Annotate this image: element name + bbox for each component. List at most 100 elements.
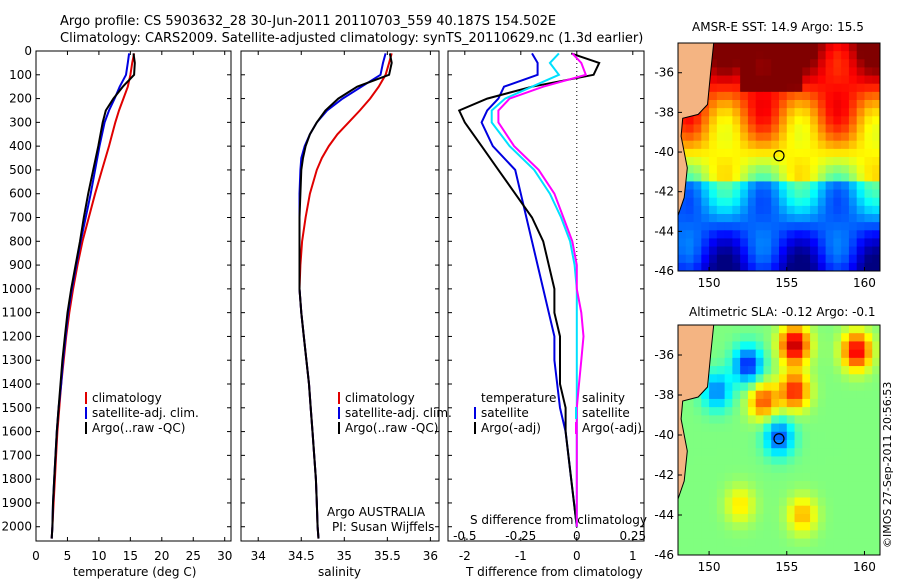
map-cell [864, 189, 873, 199]
map-cell [701, 497, 710, 507]
map-cell [794, 333, 803, 343]
map-cell [779, 230, 788, 240]
map-cell [825, 148, 834, 158]
map-cell [856, 214, 866, 223]
map-cell [872, 341, 880, 351]
map-cell [810, 222, 819, 231]
map-ytick-label: -44 [654, 224, 674, 238]
depth-tick-label: 1700 [1, 448, 32, 462]
map-cell [817, 522, 827, 531]
map-cell [747, 148, 757, 158]
depth-tick-label: 1000 [1, 282, 32, 296]
map-cell [841, 538, 850, 548]
map-cell [817, 431, 827, 441]
map-cell [701, 538, 710, 548]
map-cell [833, 333, 842, 343]
map-cell [732, 140, 741, 150]
map-cell [732, 374, 741, 384]
map-cell [864, 415, 873, 425]
map-cell [685, 522, 695, 531]
map-cell [732, 366, 741, 375]
map-cell [872, 75, 880, 85]
land-mass [678, 43, 715, 216]
map-cell [825, 472, 834, 482]
map-cell [794, 440, 803, 449]
map-cell [678, 132, 687, 142]
map-cell [825, 464, 834, 474]
map-cell [716, 59, 726, 69]
map-cell [786, 382, 796, 392]
map-cell [732, 124, 741, 134]
map-cell [740, 189, 749, 199]
salinity-xtick-label: 34 [251, 549, 266, 563]
map-cell [747, 440, 757, 449]
map-cell [693, 262, 702, 271]
map-cell [685, 464, 695, 474]
sla-map-panel: 150 155 160 -36 -38 -40 -42 -44 -46 [654, 324, 881, 574]
map-cell [794, 415, 803, 425]
map-cell [794, 522, 803, 531]
map-cell [771, 522, 780, 531]
map-cell [825, 254, 834, 264]
map-cell [716, 349, 726, 359]
map-cell [817, 222, 827, 231]
map-cell [685, 148, 695, 158]
map-cell [794, 91, 803, 101]
map-cell [841, 83, 850, 93]
map-cell [771, 148, 780, 158]
map-cell [817, 67, 827, 77]
map-cell [709, 148, 718, 158]
map-cell [856, 472, 866, 482]
map-cell [817, 374, 827, 384]
map-cell [794, 262, 803, 271]
map-cell [817, 254, 827, 264]
map-cell [841, 481, 850, 490]
map-cell [848, 431, 858, 441]
map-cell [786, 205, 796, 215]
map-cell [864, 100, 873, 109]
map-cell [872, 538, 880, 548]
map-cell [747, 366, 757, 375]
map-cell [709, 415, 718, 425]
map-cell [771, 75, 780, 85]
map-cell [747, 415, 757, 425]
map-cell [771, 181, 780, 191]
map-cell [771, 431, 780, 441]
map-cell [786, 390, 796, 400]
map-cell [771, 157, 780, 166]
map-cell [678, 505, 687, 515]
map-cell [693, 165, 702, 174]
map-cell [716, 489, 726, 499]
map-cell [709, 83, 718, 93]
map-cell [693, 481, 702, 490]
map-cell [872, 124, 880, 134]
map-cell [810, 440, 819, 449]
depth-tick-label: 200 [9, 92, 32, 106]
map-cell [701, 140, 710, 150]
map-cell [825, 497, 834, 507]
map-cell [755, 390, 765, 400]
map-cell [724, 116, 733, 126]
map-cell [841, 505, 850, 515]
map-cell [833, 472, 842, 482]
map-cell [833, 230, 842, 240]
map-cell [709, 222, 718, 231]
map-cell [740, 205, 749, 215]
map-cell [802, 75, 811, 85]
map-cell [786, 513, 796, 523]
depth-tick-label: 1800 [1, 472, 32, 486]
map-cell [810, 238, 819, 248]
map-cell [817, 214, 827, 223]
map-cell [825, 538, 834, 548]
map-cell [802, 173, 811, 183]
map-cell [709, 489, 718, 499]
map-cell [786, 423, 796, 433]
map-cell [825, 108, 834, 117]
map-cell [701, 456, 710, 466]
map-cell [724, 448, 733, 458]
map-cell [747, 197, 757, 207]
map-cell [794, 67, 803, 77]
map-cell [825, 505, 834, 515]
map-cell [771, 448, 780, 458]
map-cell [678, 415, 687, 425]
